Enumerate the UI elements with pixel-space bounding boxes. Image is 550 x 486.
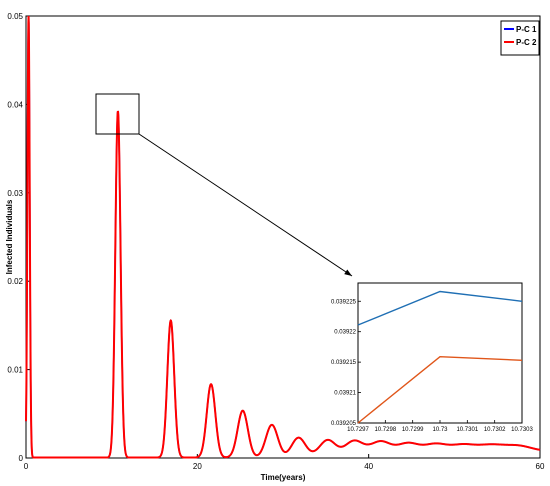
y-axis-label: Infected Individuals xyxy=(5,199,14,274)
zoom-arrow xyxy=(138,133,353,277)
legend-label: P-C 1 xyxy=(516,25,537,34)
y-tick-label: 0.02 xyxy=(7,277,23,286)
plot-frame xyxy=(25,15,541,459)
legend-box xyxy=(500,20,540,56)
inset-y-tick-label: 0.039225 xyxy=(331,299,357,305)
x-tick-label: 0 xyxy=(24,462,29,471)
inset-chart: 10.7297 10.7298 10.7299 10.73 10.7301 10.7302… xyxy=(331,282,534,433)
y-tick-label: 0.01 xyxy=(7,366,23,375)
inset-x-tick-label: 10.7299 xyxy=(402,427,424,433)
inset-x-tick-label: 10.7302 xyxy=(484,427,506,433)
inset-x-tick-label: 10.73 xyxy=(432,427,448,433)
inset-y-tick-label: 0.03922 xyxy=(334,330,356,336)
legend-label: P-C 2 xyxy=(516,38,537,47)
zoom-box xyxy=(95,93,140,135)
x-axis-label: Time(years) xyxy=(261,473,306,482)
y-tick-label: 0 xyxy=(19,454,24,463)
x-tick-label: 20 xyxy=(193,462,202,471)
inset-x-tick-label: 10.7301 xyxy=(456,427,478,433)
y-tick-label: 0.04 xyxy=(7,100,23,109)
y-tick-label: 0.05 xyxy=(7,12,23,21)
inset-frame xyxy=(357,282,523,424)
inset-series-line-2 xyxy=(357,355,523,424)
x-tick-label: 40 xyxy=(364,462,373,471)
inset-x-tick-label: 10.7298 xyxy=(374,427,396,433)
inset-x-tick-label: 10.7297 xyxy=(347,427,369,433)
inset-series-line-1 xyxy=(357,290,523,326)
zoom-arrowhead xyxy=(344,269,352,276)
inset-y-tick-label: 0.039205 xyxy=(331,421,357,427)
inset-x-tick-label: 10.7303 xyxy=(511,427,533,433)
y-tick-label: 0.03 xyxy=(7,189,23,198)
inset-y-tick-label: 0.03921 xyxy=(334,391,356,397)
inset-y-tick-label: 0.039215 xyxy=(331,360,357,366)
x-tick-label: 60 xyxy=(536,462,545,471)
legend: P-C 1 P-C 2 xyxy=(500,20,540,56)
series-line-pc2 xyxy=(25,15,541,459)
